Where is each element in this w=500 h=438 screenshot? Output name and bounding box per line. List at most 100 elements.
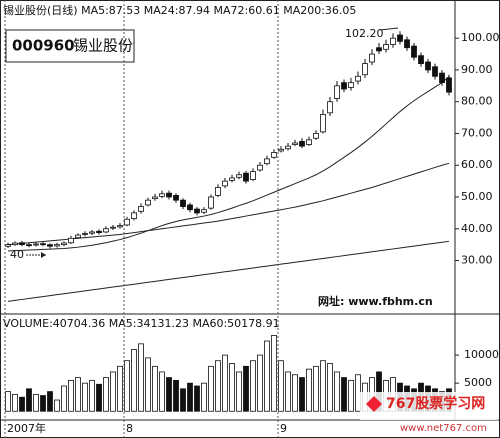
- candle-body: [138, 206, 144, 212]
- candle-body: [208, 196, 214, 209]
- y-tick-label: 90.00: [461, 63, 493, 76]
- candle-body: [404, 39, 410, 49]
- volume-bar: [68, 379, 74, 412]
- high-pointer: [379, 27, 399, 31]
- candle-body: [173, 195, 179, 201]
- volume-bar: [285, 371, 291, 412]
- low-arrowhead: [41, 252, 46, 258]
- candle-body: [201, 209, 207, 213]
- volume-bar: [355, 374, 361, 412]
- candle-body: [411, 45, 417, 58]
- volume-bar: [257, 354, 263, 412]
- y-tick-label: 30.00: [461, 254, 493, 267]
- candle-body: [362, 63, 368, 76]
- candle-body: [194, 208, 200, 214]
- candle-body: [236, 174, 242, 178]
- x-tick-label: 8: [126, 422, 133, 435]
- candle-body: [54, 244, 60, 247]
- volume-bar: [292, 374, 298, 412]
- candle-body: [145, 199, 151, 206]
- candle-body: [187, 204, 193, 211]
- watermark-site: 767股票学习网: [386, 395, 485, 412]
- volume-bar: [173, 379, 179, 412]
- candle-body: [432, 66, 438, 77]
- volume-bar: [40, 395, 46, 412]
- watermark-bg: [360, 392, 498, 420]
- candle-body: [40, 243, 46, 246]
- y-tick-label: 80.00: [461, 95, 493, 108]
- volume-bar: [208, 365, 214, 412]
- candle-body: [5, 244, 11, 247]
- candle-body: [334, 85, 340, 99]
- x-tick-label: 9: [280, 422, 287, 435]
- candle-body: [299, 141, 305, 147]
- volume-bar: [180, 388, 186, 412]
- candle-body: [222, 180, 228, 187]
- volume-bar: [75, 377, 81, 412]
- stock-box: [5, 29, 135, 63]
- volume-bar: [334, 371, 340, 412]
- volume-bar: [96, 383, 102, 412]
- volume-bar: [152, 365, 158, 412]
- volume-bar: [26, 388, 32, 412]
- volume-bar: [33, 394, 39, 412]
- candle-body: [47, 244, 53, 247]
- volume-bar: [194, 385, 200, 412]
- moving-average: [7, 76, 450, 252]
- candle-body: [264, 158, 270, 165]
- candle-body: [250, 171, 256, 180]
- volume-bar: [103, 377, 109, 412]
- y-tick-label: 100.00: [461, 31, 500, 44]
- watermark-url: www.net767.com: [400, 423, 487, 434]
- candle-body: [152, 196, 158, 199]
- candle-body: [229, 177, 235, 181]
- candle-body: [82, 233, 88, 235]
- candle-body: [68, 237, 74, 244]
- moving-average: [7, 240, 450, 302]
- candle-body: [306, 139, 312, 145]
- candle-body: [19, 242, 25, 246]
- stock-name: 锡业股份: [73, 37, 133, 55]
- candle-body: [271, 152, 277, 158]
- candle-body: [166, 192, 172, 198]
- candle-body: [243, 172, 249, 182]
- volume-bar: [341, 377, 347, 412]
- candle-body: [12, 242, 18, 246]
- volume-bar: [54, 399, 60, 412]
- high-annotation: 102.20: [345, 27, 384, 40]
- volume-bar: [47, 391, 53, 412]
- candle-body: [215, 187, 221, 196]
- candle-body: [75, 234, 81, 239]
- candle-body: [439, 72, 445, 84]
- volume-bar: [187, 382, 193, 412]
- candle-body: [61, 242, 67, 246]
- volume-bar: [278, 360, 284, 412]
- volume-bar: [138, 343, 144, 412]
- volume-bar: [124, 360, 130, 412]
- volume-bar: [320, 360, 326, 412]
- volume-bar: [327, 363, 333, 412]
- volume-bar: [145, 357, 151, 412]
- volume-bar: [117, 365, 123, 412]
- price-title: 锡业股份(日线) MA5:87.53 MA24:87.94 MA72:60.61…: [3, 3, 356, 17]
- volume-bar: [166, 377, 172, 412]
- candle-body: [89, 231, 95, 234]
- volume-bar: [61, 385, 67, 412]
- volume-bar: [159, 371, 165, 412]
- volume-bar: [12, 394, 18, 412]
- candle-body: [313, 133, 319, 139]
- candle-body: [341, 82, 347, 90]
- candle-body: [117, 225, 123, 228]
- volume-bar: [229, 363, 235, 412]
- candle-body: [348, 82, 354, 88]
- y-tick-label: 50.00: [461, 190, 493, 203]
- y-tick-label: 40.00: [461, 222, 493, 235]
- candle-body: [320, 114, 326, 133]
- volume-bar: [243, 365, 249, 412]
- candle-body: [383, 44, 389, 50]
- volume-bar: [82, 382, 88, 412]
- candle-body: [26, 244, 32, 247]
- candle-body: [124, 218, 130, 226]
- candle-body: [180, 199, 186, 207]
